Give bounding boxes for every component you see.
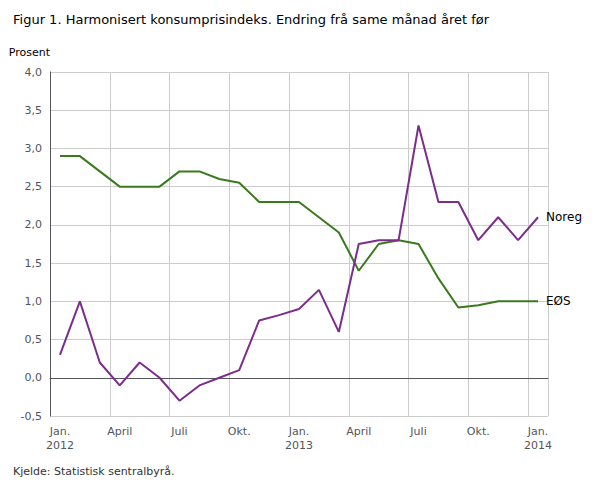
svg-text:Okt.: Okt. <box>467 425 490 438</box>
svg-text:0,5: 0,5 <box>25 333 43 346</box>
svg-text:April: April <box>346 425 371 438</box>
svg-text:Okt.: Okt. <box>228 425 251 438</box>
svg-text:3,0: 3,0 <box>25 142 43 155</box>
svg-text:2013: 2013 <box>285 439 313 452</box>
svg-text:Jan.: Jan. <box>527 425 548 438</box>
svg-text:Figur 1. Harmonisert konsumpri: Figur 1. Harmonisert konsumprisindeks. E… <box>13 12 490 27</box>
svg-text:Jan.: Jan. <box>288 425 309 438</box>
svg-text:Kjelde: Statistisk sentralbyrå: Kjelde: Statistisk sentralbyrå. <box>13 465 175 478</box>
svg-text:Juli: Juli <box>409 425 426 438</box>
svg-text:1,5: 1,5 <box>25 257 43 270</box>
svg-text:4,0: 4,0 <box>25 66 43 79</box>
svg-text:Juli: Juli <box>170 425 187 438</box>
svg-text:April: April <box>107 425 132 438</box>
svg-text:2014: 2014 <box>524 439 552 452</box>
svg-text:2,5: 2,5 <box>25 180 43 193</box>
svg-text:EØS: EØS <box>546 294 571 308</box>
svg-text:-0,5: -0,5 <box>21 410 42 423</box>
svg-text:Noreg: Noreg <box>546 210 582 224</box>
svg-text:Prosent: Prosent <box>9 46 51 59</box>
svg-text:2,0: 2,0 <box>25 218 43 231</box>
svg-text:0,0: 0,0 <box>25 371 43 384</box>
svg-text:3,5: 3,5 <box>25 104 43 117</box>
svg-text:2012: 2012 <box>46 439 74 452</box>
svg-text:Jan.: Jan. <box>49 425 70 438</box>
svg-text:1,0: 1,0 <box>25 295 43 308</box>
